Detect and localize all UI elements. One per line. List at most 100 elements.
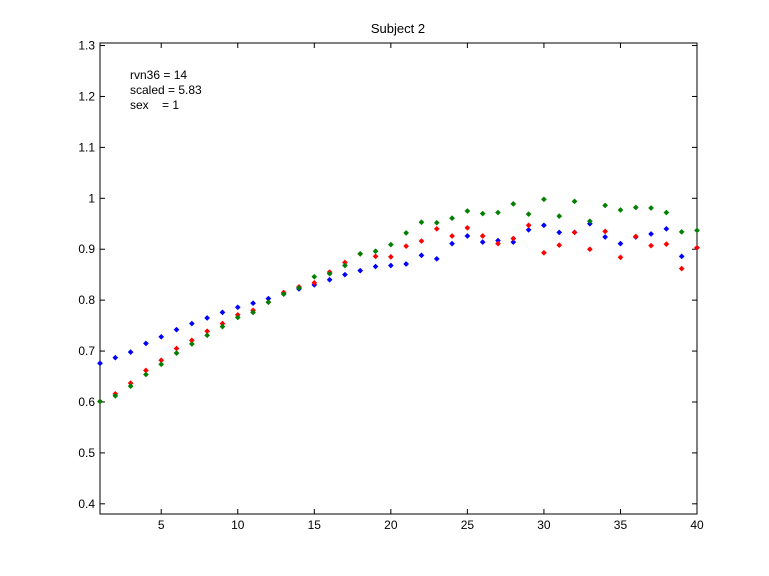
data-point: [219, 309, 226, 316]
data-point: [387, 262, 394, 269]
data-point: [464, 224, 471, 231]
data-point: [311, 273, 318, 280]
data-point: [617, 254, 624, 261]
data-point: [188, 320, 195, 327]
data-point: [632, 204, 639, 211]
data-point: [97, 360, 103, 367]
y-tick-label: 1.2: [78, 89, 95, 103]
annotation-sex: sex = 1: [130, 98, 179, 112]
data-point: [204, 332, 211, 339]
data-point: [326, 270, 333, 277]
data-point: [372, 263, 379, 270]
data-point: [341, 262, 348, 269]
data-point: [387, 241, 394, 248]
y-tick-label: 0.8: [78, 293, 95, 307]
data-point: [418, 238, 425, 245]
data-point: [341, 271, 348, 278]
data-point: [510, 239, 517, 246]
data-point: [556, 213, 563, 220]
data-point: [173, 326, 180, 333]
data-point: [556, 242, 563, 249]
data-point: [112, 392, 119, 399]
data-point: [571, 198, 578, 205]
data-point: [525, 222, 532, 229]
data-point: [418, 252, 425, 259]
y-tick-label: 1.1: [78, 140, 95, 154]
data-point: [678, 265, 685, 272]
x-tick-label: 10: [231, 518, 245, 532]
data-point: [158, 333, 165, 340]
data-point: [571, 229, 578, 236]
data-point: [663, 225, 670, 232]
data-point: [357, 267, 364, 274]
data-point: [602, 228, 609, 235]
annotation-scaled: scaled = 5.83: [130, 83, 202, 97]
data-point: [694, 227, 700, 234]
x-tick-label: 25: [461, 518, 475, 532]
data-point: [204, 315, 211, 321]
data-point: [188, 340, 195, 347]
data-point: [479, 233, 486, 239]
data-point: [586, 246, 593, 253]
data-point: [158, 361, 165, 368]
data-point: [280, 291, 287, 297]
data-point: [142, 340, 149, 347]
annotation-rvn36: rvn36 = 14: [130, 68, 187, 82]
data-point: [479, 239, 486, 246]
y-tick-label: 0.9: [78, 242, 95, 256]
data-point: [663, 209, 670, 216]
y-axis: 0.4 0.5 0.6 0.7 0.8 0.9 1 1.1 1.2 1.3: [78, 39, 697, 511]
data-point: [326, 276, 333, 283]
data-point: [127, 383, 134, 390]
data-point: [617, 240, 624, 247]
y-tick-label: 1.3: [78, 39, 95, 53]
data-point: [663, 241, 670, 248]
data-point: [127, 349, 134, 356]
data-point: [265, 299, 272, 306]
data-point: [311, 279, 318, 286]
data-point: [495, 209, 501, 216]
data-point: [234, 314, 241, 321]
x-tick-label: 20: [384, 518, 398, 532]
data-point: [648, 242, 655, 249]
x-tick-label: 5: [158, 518, 165, 532]
y-tick-label: 0.4: [78, 497, 95, 511]
data-point: [418, 219, 425, 226]
data-point: [479, 210, 486, 217]
plot-area: [99, 42, 698, 515]
data-point: [602, 234, 609, 240]
data-point: [219, 323, 226, 330]
data-point: [403, 243, 410, 250]
x-tick-label: 15: [308, 518, 322, 532]
annotation-block: rvn36 = 14 scaled = 5.83 sex = 1: [130, 68, 202, 112]
data-point: [495, 240, 501, 247]
data-point: [449, 215, 456, 222]
data-point: [510, 235, 517, 242]
data-point: [540, 249, 547, 256]
data-point: [617, 207, 624, 213]
data-point: [449, 240, 456, 247]
data-point: [250, 300, 257, 307]
data-point: [403, 229, 410, 236]
data-point: [449, 233, 456, 239]
data-point: [433, 255, 440, 262]
series-3: [97, 196, 700, 405]
y-tick-label: 0.5: [78, 446, 95, 460]
chart-title: Subject 2: [371, 21, 425, 36]
data-point: [403, 261, 410, 267]
y-tick-label: 0.7: [78, 344, 95, 358]
data-point: [433, 219, 440, 226]
x-tick-label: 40: [690, 518, 704, 532]
data-point: [694, 244, 700, 251]
data-point: [648, 230, 655, 237]
x-axis: 5 10 15 20 25 30 35 40: [158, 43, 704, 532]
data-point: [296, 284, 302, 291]
data-point: [678, 228, 685, 235]
data-point: [173, 350, 180, 357]
data-point: [510, 200, 517, 207]
data-point: [97, 398, 103, 405]
data-point: [602, 202, 609, 209]
data-point: [648, 205, 655, 211]
data-point: [357, 250, 364, 257]
data-point: [234, 304, 241, 311]
